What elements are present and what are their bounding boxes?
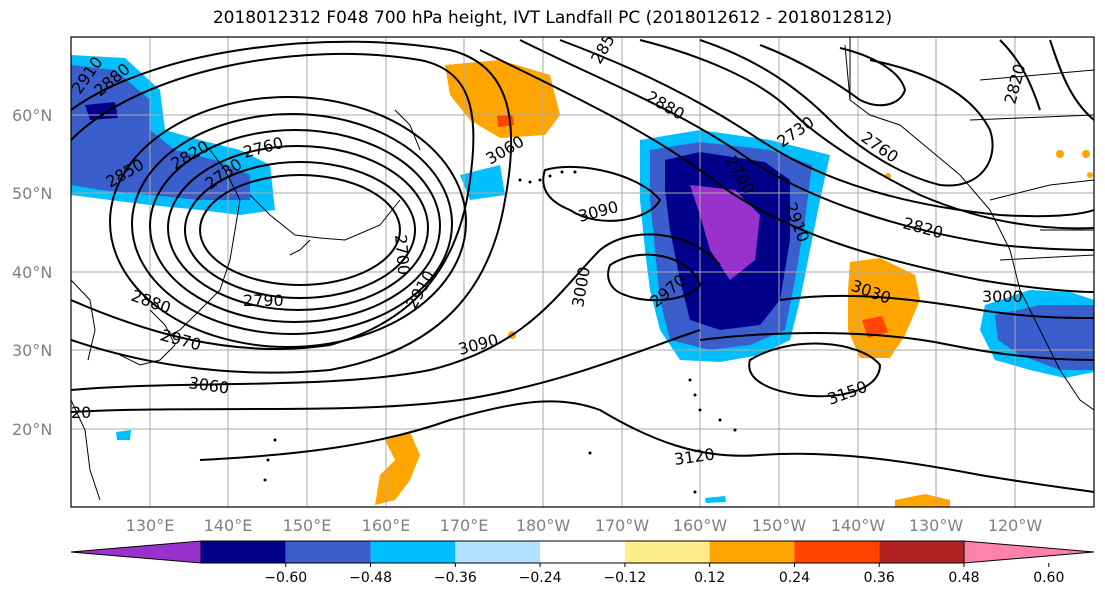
lon-label: 130°W: [909, 516, 964, 535]
contour-label: 2820: [1001, 62, 1030, 106]
contour-label: 2850: [587, 22, 624, 67]
contour-label: 2820: [901, 214, 945, 243]
colorbar-segment: [540, 541, 625, 563]
height-contours: [71, 39, 1094, 493]
ivt-shading-east-pacific: [116, 290, 1094, 503]
contour-label: 3150: [825, 377, 870, 409]
colorbar-tick-label: 0.36: [864, 570, 895, 586]
colorbar-segment: [455, 541, 541, 563]
lon-label: 160°E: [362, 516, 411, 535]
contour-label: 2760: [858, 128, 902, 167]
map-title: 2018012312 F048 700 hPa height, IVT Land…: [212, 8, 893, 28]
colorbar-segment: [285, 541, 371, 563]
lon-label: 180°W: [516, 516, 571, 535]
lat-label: 50°N: [12, 184, 52, 203]
colorbar-tick-label: 0.48: [948, 570, 979, 586]
contour-label: 3060: [187, 373, 230, 397]
colorbar-tick-label: −0.48: [349, 570, 392, 586]
lon-label: 150°W: [752, 516, 807, 535]
lon-label: 170°W: [595, 516, 650, 535]
colorbar-segment: [624, 541, 710, 563]
colorbar-segment: [201, 541, 286, 563]
contour-label: 2760: [241, 133, 285, 162]
colorbar-tick-label: 0.24: [779, 570, 810, 586]
colorbar-tick-label: −0.36: [434, 570, 477, 586]
colorbar: −0.60 −0.48 −0.36 −0.24 −0.12 0.12 0.24 0.36 0.4…: [70, 540, 1095, 586]
colorbar-tick-label: −0.12: [603, 570, 646, 586]
lon-label: 140°E: [204, 516, 253, 535]
colorbar-extend-high: [963, 540, 1095, 564]
colorbar-extend-low: [70, 540, 202, 564]
lon-label: 130°E: [126, 516, 175, 535]
islands: [263, 170, 737, 494]
lat-label: 60°N: [12, 106, 52, 125]
coastlines: [71, 37, 1094, 501]
colorbar-segment: [709, 541, 795, 563]
colorbar-tick-label: 0.60: [1033, 570, 1064, 586]
lat-label: 40°N: [12, 263, 52, 282]
lon-label: 120°W: [988, 516, 1043, 535]
colorbar-tick-label: −0.24: [519, 570, 562, 586]
latitude-labels: 60°N 50°N 40°N 30°N 20°N: [12, 106, 52, 439]
colorbar-segment: [370, 541, 456, 563]
map-panel: 2910 2880 2850 2820 2730 2760 2700 2790 …: [71, 22, 1094, 507]
ivt-shading-positive: [375, 60, 1093, 507]
colorbar-segment: [794, 541, 880, 563]
contour-label: 2700: [391, 234, 413, 276]
lon-label: 140°W: [831, 516, 886, 535]
lat-label: 30°N: [12, 341, 52, 360]
colorbar-tick-label: 0.12: [694, 570, 725, 586]
contour-label: 20: [71, 403, 91, 422]
contour-label: 2790: [243, 291, 284, 310]
ivt-shading-central-pacific: [460, 130, 830, 362]
lon-label: 150°E: [283, 516, 332, 535]
longitude-labels: 130°E 140°E 150°E 160°E 170°E 180°W 170°…: [126, 516, 1043, 535]
lat-label: 20°N: [12, 420, 52, 439]
colorbar-frame: [200, 540, 965, 564]
contour-label: 3120: [673, 444, 716, 468]
contour-label: 3000: [982, 287, 1023, 306]
contour-label: 2880: [129, 286, 174, 318]
colorbar-segment: [879, 541, 964, 563]
lon-label: 170°E: [440, 516, 489, 535]
map-frame: [70, 36, 1095, 508]
colorbar-tick-label: −0.60: [264, 570, 307, 586]
contour-label: 2730: [773, 112, 817, 151]
lon-label: 160°W: [673, 516, 728, 535]
